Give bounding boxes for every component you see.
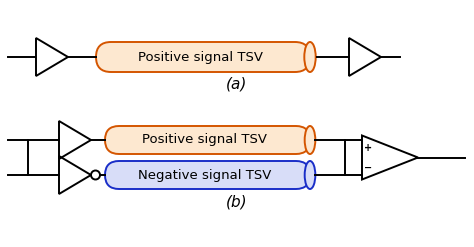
Text: −: − [364,162,372,172]
Text: Negative signal TSV: Negative signal TSV [138,168,272,182]
Text: Positive signal TSV: Positive signal TSV [137,50,263,63]
Text: (a): (a) [226,77,248,91]
Ellipse shape [305,126,315,154]
FancyBboxPatch shape [96,42,310,72]
Text: Positive signal TSV: Positive signal TSV [142,133,267,146]
Text: +: + [364,143,372,153]
FancyBboxPatch shape [105,126,310,154]
Ellipse shape [304,42,316,72]
FancyBboxPatch shape [105,161,310,189]
Text: (b): (b) [226,194,248,209]
Ellipse shape [305,161,315,189]
